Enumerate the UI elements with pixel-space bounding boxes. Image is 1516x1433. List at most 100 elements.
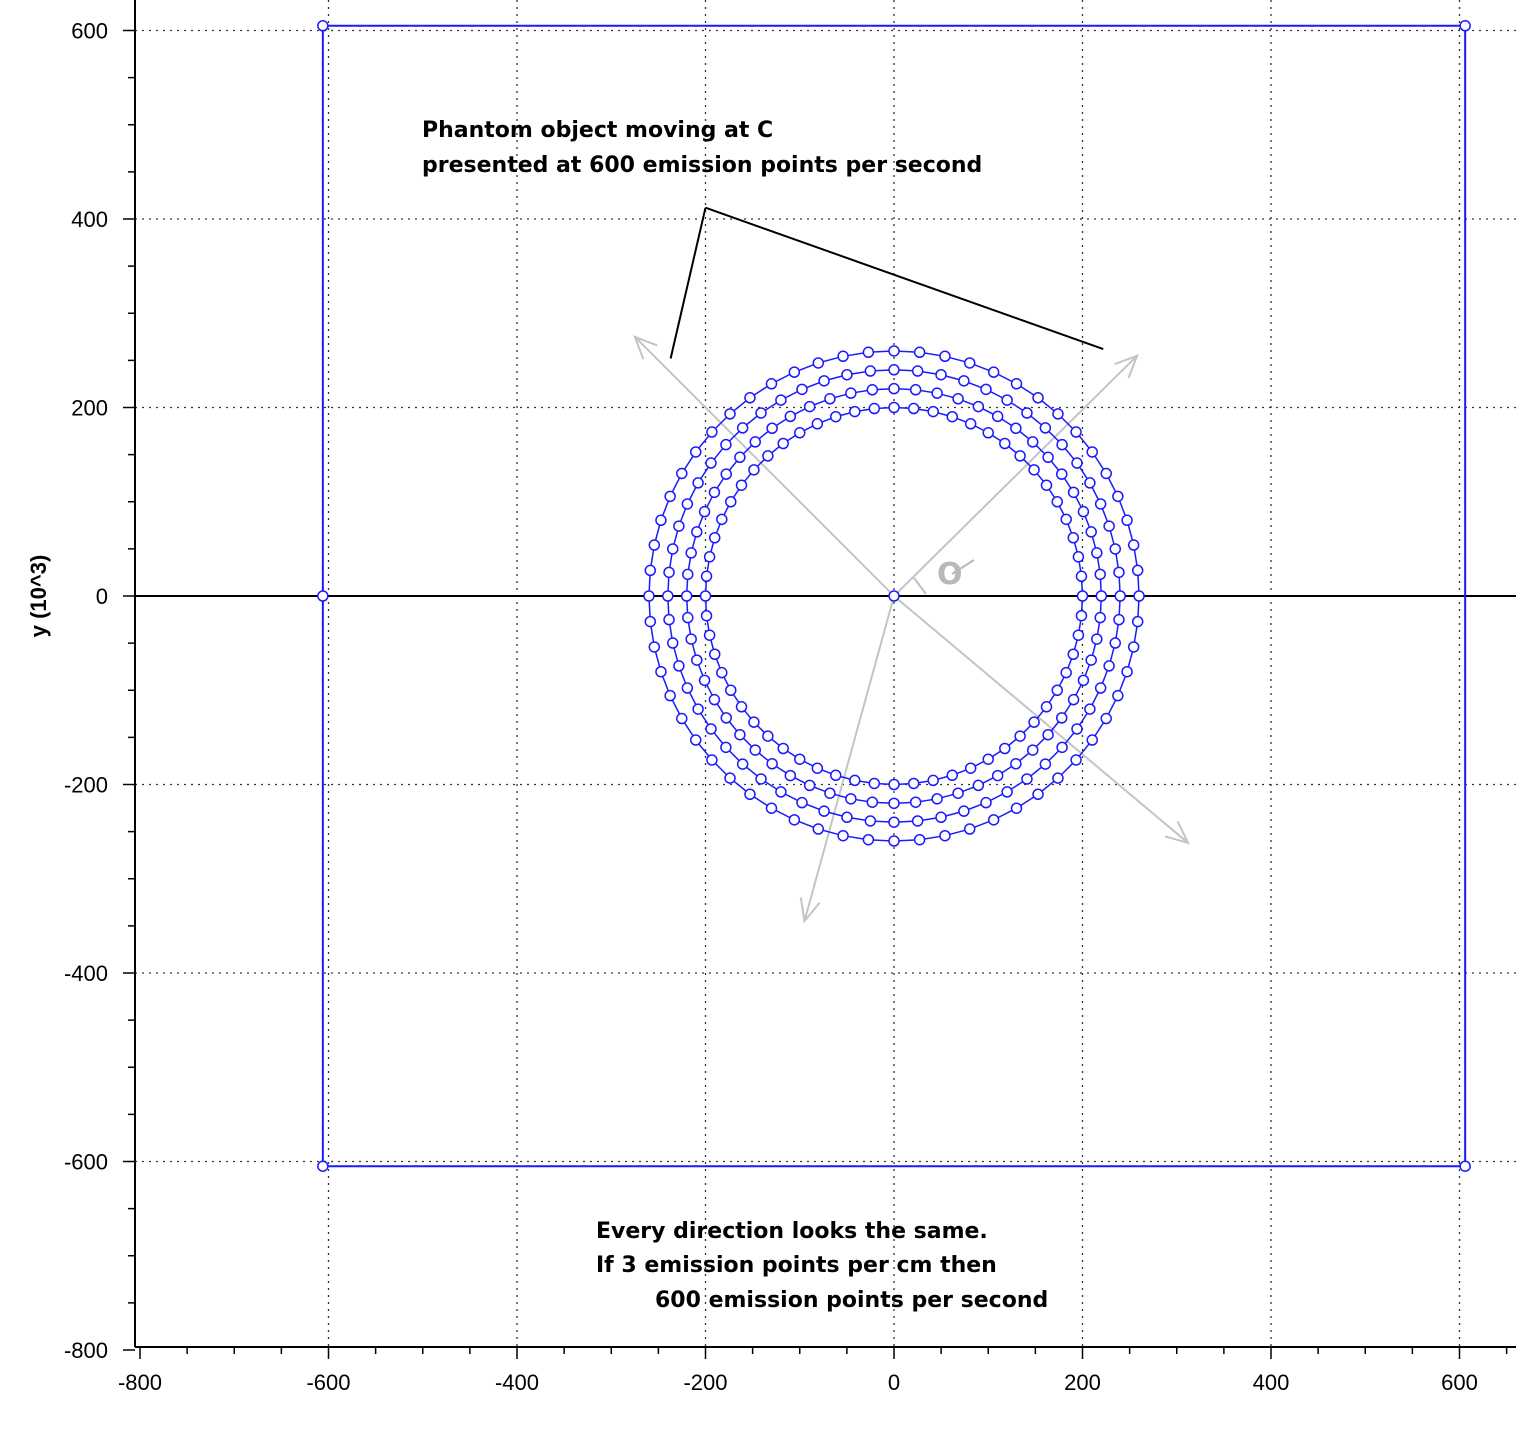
phantom-note-line-2: presented at 600 emission points per sec… bbox=[422, 153, 982, 178]
emission-point bbox=[1085, 526, 1097, 538]
emission-point bbox=[705, 723, 717, 735]
emission-point bbox=[982, 427, 994, 439]
emission-point bbox=[1086, 446, 1098, 458]
emission-point bbox=[685, 633, 697, 645]
emission-point bbox=[849, 774, 861, 787]
tick-labels: -800 -600 -400 -200 0 200 400 600 -800 -600 -400 -2… bbox=[64, 19, 1478, 1396]
direction-arrow-shaft bbox=[634, 336, 895, 597]
x-tick-label: -200 bbox=[683, 1370, 727, 1395]
emission-point bbox=[830, 769, 842, 782]
emission-point bbox=[777, 437, 789, 450]
x-tick-label: -600 bbox=[306, 1370, 350, 1395]
emission-point bbox=[1072, 629, 1085, 641]
emission-point bbox=[706, 426, 718, 438]
emission-point bbox=[1112, 689, 1124, 702]
emission-point bbox=[1131, 615, 1144, 628]
emission-point bbox=[664, 490, 676, 503]
x-tick-label: 0 bbox=[888, 1370, 900, 1395]
direction-arrow-shaft bbox=[803, 595, 895, 922]
direction-note: Every direction looks the same. If 3 emi… bbox=[596, 1219, 1048, 1313]
data-point bbox=[317, 1160, 329, 1172]
emission-point bbox=[708, 532, 721, 544]
emission-point bbox=[1067, 693, 1080, 706]
data-point bbox=[888, 590, 900, 602]
emission-point bbox=[1112, 490, 1124, 503]
emission-point bbox=[1039, 422, 1052, 434]
emission-point bbox=[762, 730, 774, 742]
emission-point bbox=[1060, 666, 1072, 679]
emission-point bbox=[1121, 665, 1133, 678]
emission-point bbox=[691, 654, 703, 666]
emission-point bbox=[830, 410, 842, 423]
emission-point bbox=[999, 437, 1011, 450]
direction-arrow-shaft bbox=[893, 354, 1138, 597]
emission-point bbox=[1055, 468, 1068, 480]
direction-arrow-head bbox=[1164, 820, 1190, 845]
emission-point bbox=[720, 438, 732, 451]
emission-point bbox=[662, 590, 674, 602]
emission-point bbox=[1131, 564, 1144, 577]
emission-point bbox=[864, 365, 877, 377]
emission-point bbox=[803, 779, 816, 792]
emission-point bbox=[935, 811, 947, 824]
emission-point bbox=[794, 427, 806, 439]
direction-note-line-2: If 3 emission points per cm then bbox=[596, 1253, 997, 1278]
emission-point bbox=[909, 796, 922, 808]
emission-point bbox=[788, 366, 801, 378]
emission-point bbox=[1001, 394, 1013, 406]
emission-point bbox=[666, 543, 679, 555]
direction-arrow-head bbox=[1114, 353, 1139, 379]
emission-point bbox=[987, 366, 1000, 378]
emission-point bbox=[788, 814, 801, 826]
emission-point bbox=[866, 384, 879, 396]
emission-point bbox=[663, 566, 675, 579]
emission-point bbox=[1133, 590, 1145, 602]
emission-point bbox=[749, 744, 762, 756]
emission-point bbox=[734, 728, 746, 741]
emission-point bbox=[1010, 422, 1022, 435]
emission-point bbox=[972, 400, 985, 413]
emission-point bbox=[1114, 590, 1126, 602]
emission-point bbox=[664, 689, 676, 702]
emission-point bbox=[991, 410, 1004, 423]
emission-point bbox=[964, 418, 977, 430]
emission-point bbox=[927, 405, 939, 418]
emission-point bbox=[837, 350, 849, 363]
emission-point bbox=[868, 777, 881, 790]
y-tick-label: 0 bbox=[96, 584, 108, 609]
emission-point bbox=[644, 564, 657, 577]
emission-point bbox=[1067, 532, 1080, 544]
emission-point bbox=[1042, 451, 1054, 464]
emission-point bbox=[643, 590, 655, 602]
emission-point bbox=[1094, 682, 1107, 694]
emission-point bbox=[1042, 728, 1054, 741]
emission-point bbox=[716, 513, 728, 526]
emission-point bbox=[1026, 436, 1039, 448]
emission-point bbox=[939, 829, 951, 842]
emission-point bbox=[812, 823, 825, 835]
emission-point bbox=[1055, 712, 1068, 724]
emission-point bbox=[1070, 754, 1082, 766]
emission-point bbox=[1077, 674, 1090, 687]
emission-point bbox=[692, 477, 704, 489]
emission-point bbox=[755, 407, 767, 419]
emission-point bbox=[794, 753, 806, 765]
data-point bbox=[1459, 1160, 1471, 1172]
emission-point bbox=[703, 629, 716, 641]
theta-slash bbox=[951, 559, 975, 575]
emission-point bbox=[1127, 539, 1140, 551]
emission-point bbox=[708, 486, 721, 499]
emission-point bbox=[1014, 450, 1026, 462]
emission-point bbox=[987, 814, 1000, 826]
emission-point bbox=[699, 590, 712, 602]
emission-point bbox=[682, 611, 694, 624]
emission-point bbox=[888, 778, 900, 791]
emission-point bbox=[964, 762, 977, 774]
emission-point bbox=[1086, 734, 1098, 746]
theta-angle-arc bbox=[913, 577, 927, 595]
emission-point bbox=[931, 387, 943, 399]
x-tick-label: 400 bbox=[1253, 1370, 1290, 1395]
emission-point bbox=[1040, 701, 1053, 713]
emission-point bbox=[685, 547, 697, 559]
emission-point bbox=[705, 457, 717, 469]
